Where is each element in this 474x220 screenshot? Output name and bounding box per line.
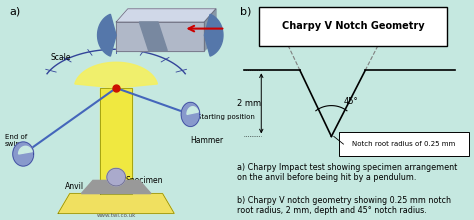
Polygon shape [82,180,151,194]
Text: 2 mm: 2 mm [237,99,261,108]
Text: 45°: 45° [344,97,358,106]
Polygon shape [58,194,174,213]
Text: Hammer: Hammer [191,136,224,145]
Polygon shape [18,146,32,154]
Text: a) Charpy Impact test showing specimen arrangement
on the anvil before being hit: a) Charpy Impact test showing specimen a… [237,163,457,182]
Text: Specimen: Specimen [126,176,163,185]
Text: End of
swing: End of swing [5,134,27,147]
Text: b): b) [239,7,251,16]
Polygon shape [116,9,216,22]
Polygon shape [116,22,204,51]
Text: Charpy V Notch Geometry: Charpy V Notch Geometry [282,21,424,31]
Polygon shape [13,142,34,166]
Polygon shape [187,107,198,114]
Polygon shape [181,102,200,126]
Polygon shape [107,168,126,186]
Polygon shape [98,14,116,56]
Text: www.twi.co.uk: www.twi.co.uk [96,213,136,218]
Polygon shape [204,9,216,51]
Text: b) Charpy V notch geometry showing 0.25 mm notch
root radius, 2 mm, depth and 45: b) Charpy V notch geometry showing 0.25 … [237,196,451,215]
Text: a): a) [9,7,20,16]
Text: Starting position: Starting position [197,114,255,120]
FancyBboxPatch shape [259,7,447,46]
Polygon shape [204,14,223,56]
Text: Notch root radius of 0.25 mm: Notch root radius of 0.25 mm [352,141,456,147]
Polygon shape [100,88,132,194]
FancyBboxPatch shape [338,132,469,156]
Text: Anvil: Anvil [64,182,83,191]
Polygon shape [75,62,157,88]
Text: Scale: Scale [50,53,71,62]
Polygon shape [139,22,167,51]
